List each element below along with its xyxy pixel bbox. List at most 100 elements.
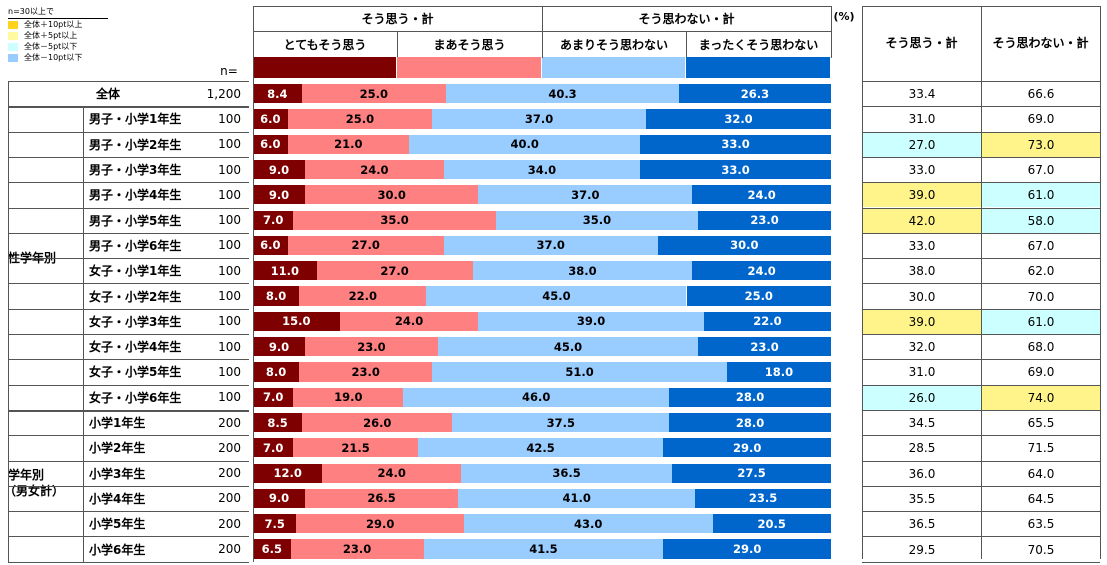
- totals-row-line-bottom: [862, 561, 1100, 563]
- disagree-total-value: 63.5: [1027, 517, 1055, 532]
- group-divider-1: [8, 106, 249, 109]
- legend-swatch: [8, 31, 18, 40]
- row-line: [8, 182, 249, 184]
- row-line: [8, 511, 249, 513]
- col-agree-sum: そう思う・計: [885, 35, 958, 50]
- bar-segment-0: 6.0: [253, 235, 288, 256]
- bar-segment-3: 28.0: [669, 412, 831, 433]
- row-line: [8, 334, 249, 335]
- bar-left-axis: [253, 57, 254, 562]
- row-line: [8, 81, 249, 82]
- row-line: [8, 359, 249, 361]
- legend-title: n=30以上で: [8, 6, 108, 19]
- disagree-total-value: 69.0: [1027, 365, 1055, 380]
- agree-total-value: 36.0: [908, 466, 936, 481]
- header-sub-line-1: [397, 31, 398, 57]
- group-gender-grade: 性学年別: [8, 251, 57, 265]
- row-line: [8, 283, 249, 285]
- bar-segment-2: 42.5: [417, 438, 664, 458]
- series-swatch-3: [686, 57, 830, 78]
- bar-segment-0: 15.0: [253, 311, 340, 331]
- agree-total-value: 33.4: [908, 87, 936, 102]
- n-value: 200: [218, 516, 241, 531]
- disagree-total-value: 71.5: [1027, 441, 1055, 456]
- agree-total-value: 34.5: [908, 416, 936, 431]
- n-value: 100: [218, 111, 241, 126]
- n-value: 100: [218, 390, 241, 405]
- bar-segment-3: 32.0: [646, 109, 831, 129]
- bar-segment-2: 36.5: [461, 463, 673, 483]
- row-line: [8, 258, 249, 260]
- bar-segment-2: 45.0: [437, 337, 699, 357]
- bar-segment-2: 37.0: [432, 109, 647, 129]
- agree-total-value: 30.0: [908, 289, 936, 304]
- n-value: 200: [218, 466, 241, 481]
- bar-segment-3: 29.0: [663, 438, 831, 458]
- totals-row-line: [862, 485, 1100, 487]
- category-label: 女子・小学2年生: [89, 289, 182, 304]
- bar-segment-3: 23.5: [695, 488, 831, 509]
- bar-segment-1: 25.0: [301, 84, 447, 104]
- bar-segment-1: 35.0: [293, 210, 496, 230]
- agree-total-value: 39.0: [863, 183, 981, 208]
- totals-row-line: [862, 409, 1100, 411]
- bar-segment-1: 27.0: [287, 235, 444, 256]
- n-value: 100: [218, 238, 241, 253]
- category-label: 小学1年生: [89, 416, 146, 431]
- agree-total-value: 42.0: [863, 208, 981, 233]
- totals-row-line: [862, 131, 1100, 133]
- bar-segment-2: 41.0: [458, 488, 696, 509]
- n-label: n=: [220, 64, 238, 78]
- bar-segment-3: 20.5: [712, 514, 831, 534]
- bar-segment-2: 40.0: [409, 134, 641, 154]
- totals-right-line: [1100, 6, 1101, 559]
- legend-item: 全体＋10pt以上: [8, 19, 108, 30]
- agree-total-value: 29.5: [908, 542, 936, 557]
- label-left-line: [8, 81, 9, 562]
- bar-segment-2: 34.0: [443, 159, 641, 180]
- bar-segment-1: 25.0: [287, 109, 433, 129]
- row-line: [8, 207, 249, 209]
- n-value: 100: [218, 289, 241, 304]
- category-label: 小学5年生: [89, 517, 146, 532]
- category-label: 男子・小学4年生: [89, 188, 182, 203]
- n-value: 200: [218, 440, 241, 455]
- bar-segment-3: 27.5: [672, 463, 831, 483]
- legend-swatch: [8, 53, 18, 62]
- header-agree-total: そう思う・計: [361, 12, 434, 26]
- bar-segment-1: 24.0: [305, 159, 444, 180]
- disagree-total-value: 61.0: [982, 309, 1100, 334]
- agree-total-value: 33.0: [908, 163, 936, 178]
- totals-row-line: [862, 106, 1100, 108]
- totals-row-line: [862, 283, 1100, 285]
- bar-segment-3: 33.0: [640, 159, 831, 180]
- bar-segment-0: 8.0: [253, 286, 300, 306]
- bar-segment-0: 9.0: [253, 159, 306, 180]
- disagree-total-value: 62.0: [1027, 264, 1055, 279]
- header-split-line: [542, 6, 543, 58]
- n-value: 100: [218, 339, 241, 354]
- row-line: [8, 485, 249, 487]
- bar-segment-1: 23.0: [305, 337, 438, 357]
- totals-row-line: [862, 384, 1100, 386]
- category-label: 女子・小学1年生: [89, 264, 182, 279]
- agree-total-value: 31.0: [908, 365, 936, 380]
- totals-row-line: [862, 207, 1100, 209]
- totals-left-line: [862, 6, 863, 559]
- bar-segment-2: 41.5: [423, 539, 664, 559]
- bar-segment-0: 6.5: [253, 539, 291, 559]
- bar-segment-3: 24.0: [692, 261, 831, 281]
- series-swatch-1: [397, 57, 541, 78]
- legend: n=30以上で 全体＋10pt以上 全体＋5pt以上 全体－5pt以下 全体－10pt…: [8, 6, 108, 63]
- category-label: 小学3年生: [89, 466, 146, 481]
- bar-segment-0: 8.4: [253, 84, 302, 104]
- category-label: 小学2年生: [89, 441, 146, 456]
- row-line-bottom: [8, 561, 249, 563]
- legend-item: 全体＋5pt以上: [8, 30, 108, 41]
- bar-segment-1: 24.0: [339, 311, 479, 331]
- disagree-total-value: 64.5: [1027, 491, 1055, 506]
- category-label: 小学4年生: [89, 491, 146, 506]
- totals-mid-line: [981, 6, 982, 559]
- row-line: [8, 232, 249, 234]
- row-line: [8, 308, 249, 310]
